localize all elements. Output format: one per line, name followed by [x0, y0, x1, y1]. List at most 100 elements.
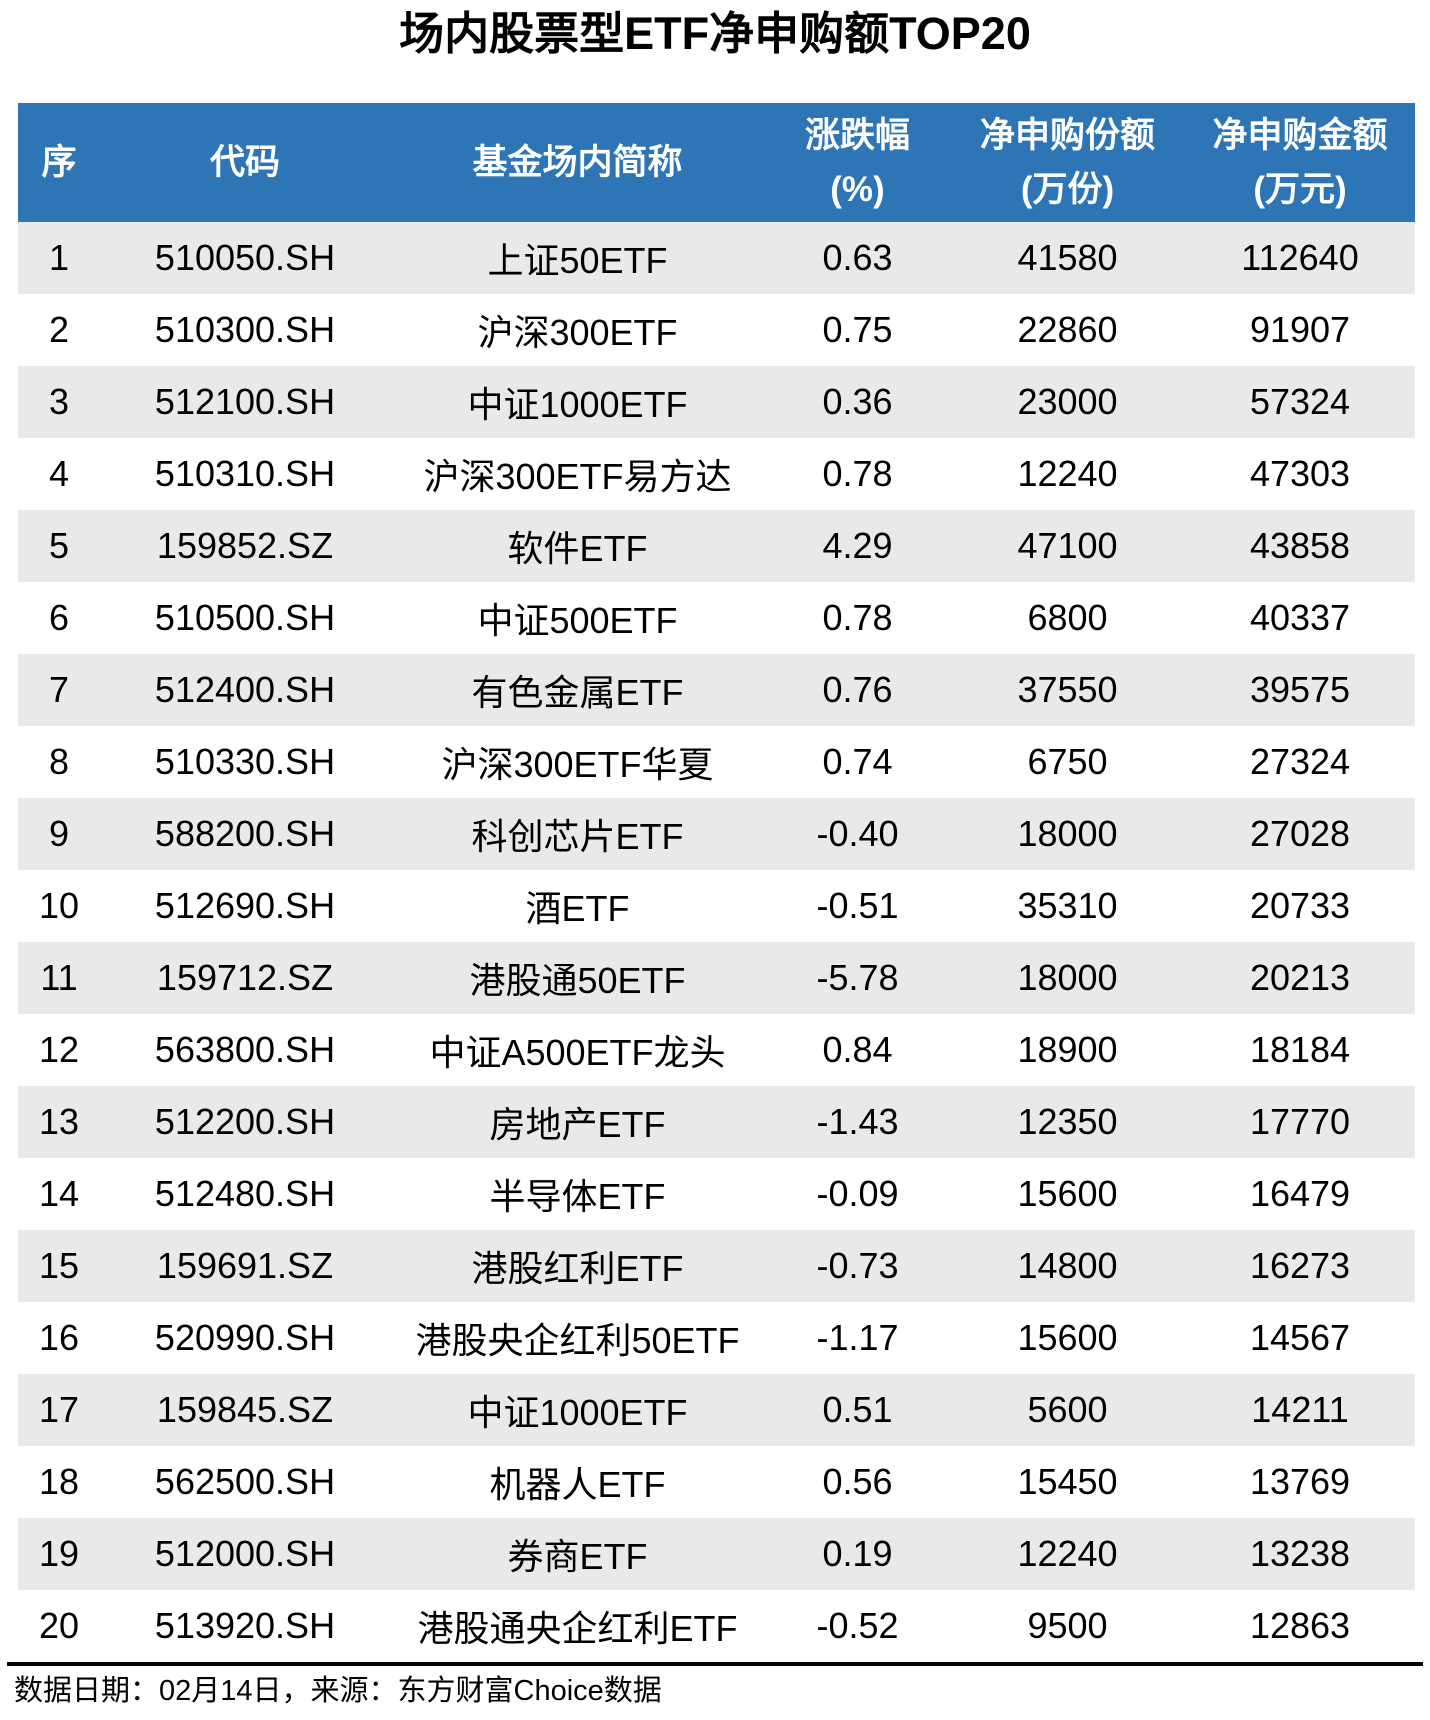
change-cell: 0.78	[822, 597, 893, 638]
shares-cell: 18900	[1017, 1029, 1118, 1070]
change-cell: 0.36	[822, 381, 893, 422]
rank-cell: 2	[48, 309, 70, 350]
name-cell: 房地产ETF	[489, 1104, 666, 1145]
shares-cell: 22860	[1017, 309, 1118, 350]
table-row: 19 512000.SH 券商ETF 0.19 12240 13238	[18, 1518, 1415, 1590]
name-cell: 中证500ETF	[477, 600, 678, 641]
amount-cell: 13769	[1249, 1461, 1351, 1502]
rank-cell: 17	[38, 1389, 80, 1430]
name-cell: 沪深300ETF	[477, 312, 678, 353]
table-row: 6 510500.SH 中证500ETF 0.78 6800 40337	[18, 582, 1415, 654]
code-cell: 512480.SH	[154, 1173, 336, 1214]
change-cell: 0.56	[822, 1461, 893, 1502]
shares-cell: 15600	[1017, 1173, 1118, 1214]
name-cell: 港股央企红利50ETF	[415, 1320, 740, 1361]
name-cell: 沪深300ETF易方达	[423, 456, 732, 497]
amount-cell: 47303	[1249, 453, 1351, 494]
amount-cell: 20213	[1249, 957, 1351, 998]
name-cell: 机器人ETF	[489, 1464, 666, 1505]
rank-cell: 20	[38, 1605, 80, 1646]
shares-cell: 6800	[1027, 597, 1108, 638]
table-body: 1 510050.SH 上证50ETF 0.63 41580 112640 2 …	[18, 222, 1415, 1662]
name-cell: 港股通50ETF	[469, 960, 686, 1001]
rank-cell: 18	[38, 1461, 80, 1502]
code-cell: 510330.SH	[154, 741, 336, 782]
footer-divider	[7, 1662, 1423, 1666]
code-cell: 563800.SH	[154, 1029, 336, 1070]
table-row: 8 510330.SH 沪深300ETF华夏 0.74 6750 27324	[18, 726, 1415, 798]
change-cell: 0.19	[822, 1533, 893, 1574]
change-cell: -1.43	[816, 1101, 899, 1142]
header-cell-change: 涨跌幅 (%)	[765, 103, 950, 222]
change-cell: 0.76	[822, 669, 893, 710]
code-cell: 512200.SH	[154, 1101, 336, 1142]
name-cell: 中证1000ETF	[467, 1392, 688, 1433]
table-row: 10 512690.SH 酒ETF -0.51 35310 20733	[18, 870, 1415, 942]
rank-cell: 14	[38, 1173, 80, 1214]
code-cell: 159845.SZ	[156, 1389, 334, 1430]
rank-cell: 10	[38, 885, 80, 926]
header-shares-unit: (万份)	[1020, 170, 1115, 209]
table-row: 2 510300.SH 沪深300ETF 0.75 22860 91907	[18, 294, 1415, 366]
shares-cell: 12240	[1017, 453, 1118, 494]
shares-cell: 47100	[1017, 525, 1118, 566]
rank-cell: 12	[38, 1029, 80, 1070]
code-cell: 159852.SZ	[156, 525, 334, 566]
code-cell: 510310.SH	[154, 453, 336, 494]
change-cell: -0.51	[816, 885, 899, 926]
table-row: 12 563800.SH 中证A500ETF龙头 0.84 18900 1818…	[18, 1014, 1415, 1086]
change-cell: -0.52	[816, 1605, 899, 1646]
header-shares-label: 净申购份额	[979, 115, 1155, 155]
code-cell: 510050.SH	[154, 237, 336, 278]
table-row: 20 513920.SH 港股通央企红利ETF -0.52 9500 12863	[18, 1590, 1415, 1662]
change-cell: 0.78	[822, 453, 893, 494]
table-row: 11 159712.SZ 港股通50ETF -5.78 18000 20213	[18, 942, 1415, 1014]
change-cell: 0.75	[822, 309, 893, 350]
etf-table: 序 代码 基金场内简称 涨跌幅 (%) 净申购份额 (万份) 净申购金额 (万	[18, 103, 1415, 1662]
amount-cell: 13238	[1249, 1533, 1351, 1574]
rank-cell: 15	[38, 1245, 80, 1286]
change-cell: 0.63	[822, 237, 893, 278]
table-row: 17 159845.SZ 中证1000ETF 0.51 5600 14211	[18, 1374, 1415, 1446]
shares-cell: 12350	[1017, 1101, 1118, 1142]
change-cell: -0.09	[816, 1173, 899, 1214]
code-cell: 562500.SH	[154, 1461, 336, 1502]
change-cell: 0.51	[822, 1389, 893, 1430]
name-cell: 科创芯片ETF	[471, 816, 684, 857]
shares-cell: 37550	[1017, 669, 1118, 710]
code-cell: 159712.SZ	[156, 957, 334, 998]
code-cell: 510500.SH	[154, 597, 336, 638]
header-cell-code: 代码	[100, 103, 390, 222]
header-cell-rank: 序	[18, 103, 100, 222]
rank-cell: 11	[40, 957, 78, 998]
name-cell: 中证A500ETF龙头	[429, 1032, 726, 1073]
change-cell: -5.78	[816, 957, 899, 998]
amount-cell: 40337	[1249, 597, 1351, 638]
rank-cell: 13	[38, 1101, 80, 1142]
table-row: 1 510050.SH 上证50ETF 0.63 41580 112640	[18, 222, 1415, 294]
rank-cell: 4	[48, 453, 70, 494]
table-header: 序 代码 基金场内简称 涨跌幅 (%) 净申购份额 (万份) 净申购金额 (万	[18, 103, 1415, 222]
name-cell: 软件ETF	[507, 528, 648, 569]
name-cell: 券商ETF	[507, 1536, 648, 1577]
name-cell: 酒ETF	[525, 888, 630, 929]
table-row: 4 510310.SH 沪深300ETF易方达 0.78 12240 47303	[18, 438, 1415, 510]
rank-cell: 1	[48, 237, 70, 278]
name-cell: 中证1000ETF	[467, 384, 688, 425]
table-row: 18 562500.SH 机器人ETF 0.56 15450 13769	[18, 1446, 1415, 1518]
header-amount-label: 净申购金额	[1212, 115, 1388, 155]
amount-cell: 43858	[1249, 525, 1351, 566]
header-cell-shares: 净申购份额 (万份)	[950, 103, 1185, 222]
name-cell: 港股通央企红利ETF	[417, 1608, 738, 1649]
amount-cell: 12863	[1249, 1605, 1351, 1646]
header-change-label: 涨跌幅	[804, 115, 910, 155]
header-change-unit: (%)	[830, 170, 885, 209]
table-row: 9 588200.SH 科创芯片ETF -0.40 18000 27028	[18, 798, 1415, 870]
table-row: 5 159852.SZ 软件ETF 4.29 47100 43858	[18, 510, 1415, 582]
shares-cell: 15450	[1017, 1461, 1118, 1502]
page-title: 场内股票型ETF净申购额TOP20	[399, 8, 1031, 59]
code-cell: 159691.SZ	[156, 1245, 334, 1286]
name-cell: 有色金属ETF	[471, 672, 684, 713]
amount-cell: 17770	[1249, 1101, 1351, 1142]
code-cell: 512100.SH	[154, 381, 336, 422]
